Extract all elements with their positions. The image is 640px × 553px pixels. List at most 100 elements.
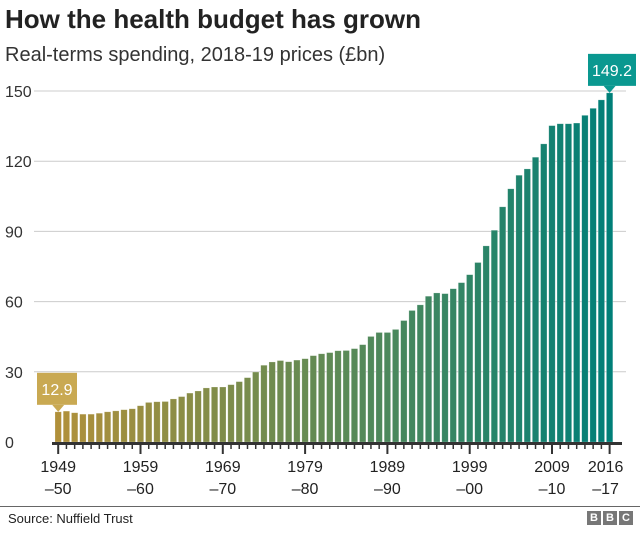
y-tick-label: 150 (5, 84, 32, 101)
bar: 1958-59: 14.2 (128, 408, 136, 443)
x-tick-label: 1979 (287, 459, 323, 476)
x-tick-label: –00 (456, 481, 483, 498)
bar: 1962-63: 17.3 (161, 401, 169, 443)
bar: 1953-54: 11.9 (87, 413, 95, 443)
bar: 1957-58: 13.8 (120, 409, 128, 443)
bar: 1974-75: 32.8 (260, 364, 268, 443)
x-tick-label: 1969 (205, 459, 241, 476)
bar: 2002-03: 90.5 (490, 229, 498, 443)
bar: 2004-05: 108.2 (507, 188, 515, 443)
y-tick-label: 0 (5, 435, 14, 452)
bar: 1961-62: 17.2 (153, 401, 161, 443)
bar: 2005-06: 114 (515, 174, 523, 443)
bar: 1969-70: 23.5 (219, 386, 227, 443)
bar: 1959-60: 15.5 (137, 405, 145, 443)
bar: 2000-01: 76.7 (474, 262, 482, 443)
bar: 1998-99: 68.1 (457, 282, 465, 443)
bar: 1975-76: 34.2 (268, 361, 276, 443)
bar: 1956-57: 13.3 (112, 410, 120, 443)
bar: 1984-85: 39.1 (342, 350, 350, 443)
chart-subtitle: Real-terms spending, 2018-19 prices (£bn… (5, 44, 386, 66)
bar: 1987-88: 45.1 (367, 336, 375, 443)
bar: 1978-79: 35 (293, 359, 301, 443)
x-tick-label: 1989 (370, 459, 406, 476)
x-tick-label: 2016 (588, 459, 624, 476)
bar: 1952-53: 11.9 (79, 413, 87, 443)
bar: 2009-10: 135.2 (548, 125, 556, 443)
y-tick-label: 90 (5, 224, 23, 241)
bar: 1983-84: 39 (334, 350, 342, 443)
bar: 1996-97: 63.4 (441, 293, 449, 443)
bar: 1989-90: 46.8 (383, 332, 391, 443)
bar: 1991-92: 51.9 (400, 320, 408, 443)
bar: 1966-67: 21.8 (194, 390, 202, 443)
x-tick-label: –80 (292, 481, 319, 498)
bbc-logo-letter: B (603, 511, 617, 525)
bar: 2012-13: 136.3 (573, 122, 581, 443)
data-label-box (37, 372, 77, 405)
x-tick-label: –90 (374, 481, 401, 498)
bar: 1982-83: 38.2 (326, 352, 334, 443)
bar: 1954-55: 12.3 (95, 412, 103, 443)
x-tick-label: –17 (592, 481, 619, 498)
bar: 1960-61: 16.9 (145, 402, 153, 443)
x-tick-label: –70 (209, 481, 236, 498)
data-label: 12.9 (41, 382, 72, 399)
bar: 2016-17: 149.2 (606, 92, 614, 443)
bar: 2003-04: 100.5 (499, 206, 507, 443)
source-note: Source: Nuffield Trust (8, 511, 133, 526)
bar: 1993-94: 58.6 (416, 304, 424, 443)
bar: 1955-56: 12.9 (104, 411, 112, 443)
y-tick-label: 60 (5, 295, 23, 312)
bar: 1986-87: 41.6 (359, 344, 367, 443)
data-label-box (588, 53, 636, 86)
bbc-logo-letter: C (619, 511, 633, 525)
bar: 1972-73: 27.5 (243, 377, 251, 443)
bar: 1970-71: 24.5 (227, 384, 235, 443)
bar: 2001-02: 83.8 (482, 245, 490, 443)
bar: 2007-08: 121.7 (532, 156, 540, 443)
data-label-pointer (52, 404, 65, 412)
bar: 2008-09: 127.4 (540, 143, 548, 443)
y-tick-label: 30 (5, 365, 23, 382)
x-tick-label: 1959 (123, 459, 159, 476)
bar: 1949-50: 12.9 (54, 411, 62, 443)
bar: 1968-69: 23.5 (211, 386, 219, 443)
bar: 1999-00: 71.5 (466, 274, 474, 443)
x-tick-label: –10 (539, 481, 566, 498)
bar: 2011-12: 136 (564, 123, 572, 443)
bar: 1965-66: 20.9 (186, 392, 194, 443)
bar: 1980-81: 36.9 (309, 355, 317, 443)
bar: 1997-98: 65.5 (449, 288, 457, 443)
bar: 1973-74: 29.9 (252, 371, 260, 443)
bar: 1985-86: 39.9 (350, 348, 358, 443)
bar: 1976-77: 34.8 (276, 360, 284, 443)
x-tick-label: 1949 (40, 459, 76, 476)
bar: 2013-14: 139.6 (581, 115, 589, 443)
bar: 1992-93: 56.2 (408, 310, 416, 443)
x-tick-label: –50 (45, 481, 72, 498)
bbc-logo-letter: B (587, 511, 601, 525)
bar: 1995-96: 63.7 (433, 292, 441, 443)
bar: 1979-80: 35.6 (301, 358, 309, 443)
bar: 2010-11: 136 (556, 123, 564, 443)
bar: 1977-78: 34.3 (285, 361, 293, 443)
chart-title: How the health budget has grown (5, 4, 421, 34)
bar: 2006-07: 116.7 (523, 168, 531, 443)
data-label-pointer (603, 85, 616, 93)
x-tick-label: –60 (127, 481, 154, 498)
bar: 1981-82: 37.7 (318, 353, 326, 443)
bar: 1971-72: 25.8 (235, 381, 243, 443)
bar: 2014-15: 142.6 (589, 108, 597, 443)
bar: 1988-89: 46.8 (375, 332, 383, 443)
bar: 1994-95: 62.3 (425, 295, 433, 443)
x-tick-label: 1999 (452, 459, 488, 476)
bar: 1967-68: 23.1 (202, 387, 210, 443)
bar: 1951-52: 12.5 (71, 412, 79, 443)
footer-divider (0, 506, 640, 507)
data-label: 149.2 (592, 63, 632, 80)
bar: 1950-51: 13.2 (62, 410, 70, 443)
